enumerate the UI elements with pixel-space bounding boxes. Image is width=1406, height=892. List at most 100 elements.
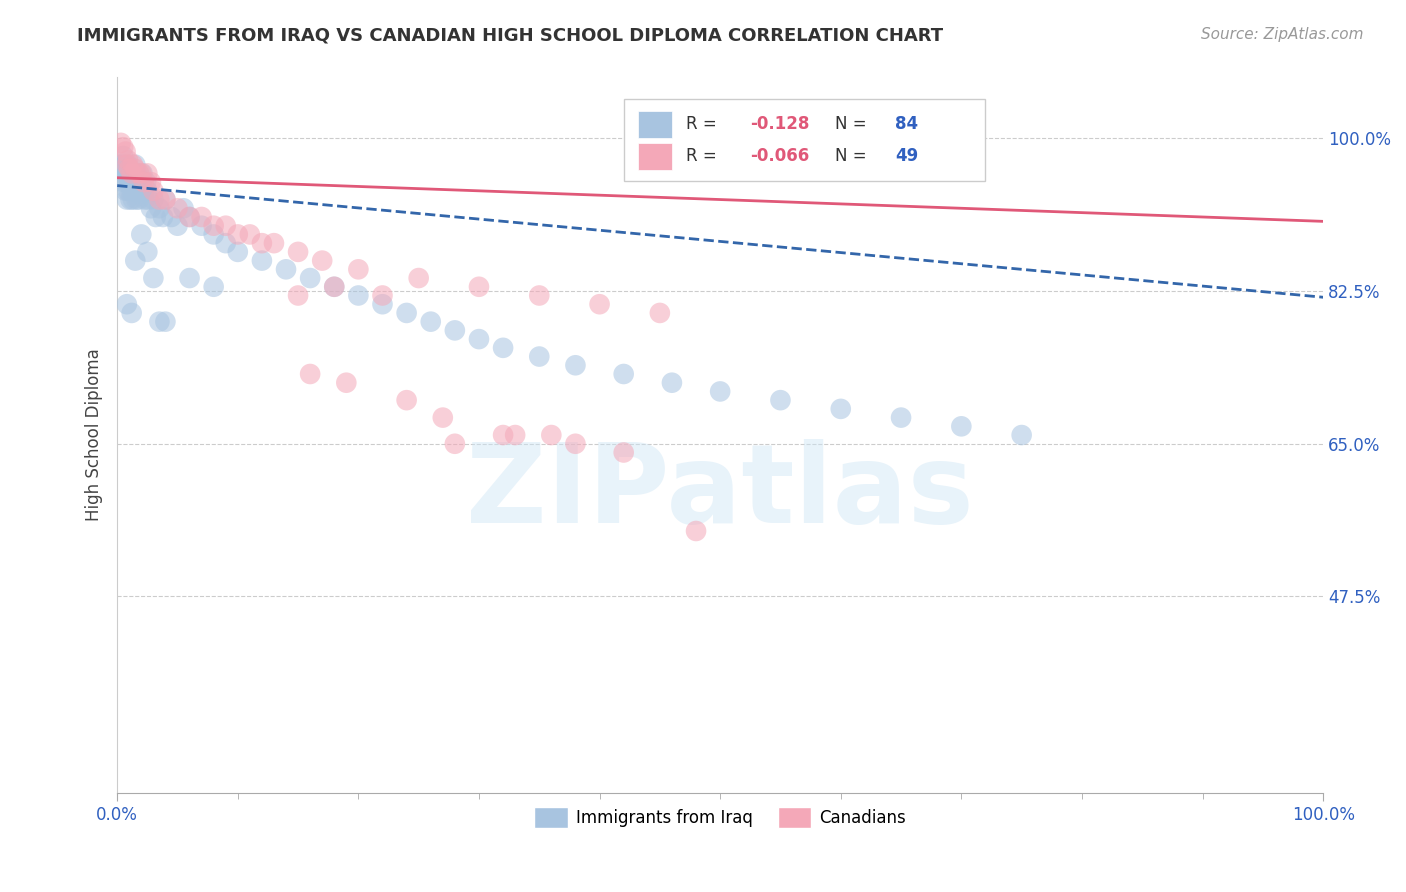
Point xyxy=(226,244,249,259)
Point xyxy=(112,175,135,189)
Point xyxy=(114,184,136,198)
Point xyxy=(152,210,174,224)
Point xyxy=(709,140,731,154)
Bar xyxy=(624,99,986,181)
Point xyxy=(125,193,148,207)
Point xyxy=(160,210,183,224)
Point xyxy=(830,401,852,416)
Point xyxy=(287,288,309,302)
Point xyxy=(179,210,201,224)
Point xyxy=(1011,428,1033,442)
Point xyxy=(492,428,515,442)
Point xyxy=(769,393,792,408)
Point xyxy=(540,428,562,442)
Text: Source: ZipAtlas.com: Source: ZipAtlas.com xyxy=(1201,27,1364,42)
Y-axis label: High School Diploma: High School Diploma xyxy=(86,349,103,522)
Point xyxy=(661,376,683,390)
Text: R =: R = xyxy=(686,115,723,133)
Point xyxy=(190,210,212,224)
Point xyxy=(492,341,515,355)
Point xyxy=(115,158,138,172)
Text: N =: N = xyxy=(835,115,872,133)
Point xyxy=(166,219,188,233)
Point xyxy=(419,315,441,329)
Point xyxy=(155,193,177,207)
Bar xyxy=(638,144,672,170)
Point xyxy=(124,175,146,189)
Text: ZIPatlas: ZIPatlas xyxy=(467,439,974,546)
Point xyxy=(299,367,322,381)
Point xyxy=(131,227,153,242)
Point xyxy=(138,193,160,207)
Point xyxy=(613,445,636,459)
Point xyxy=(121,158,143,172)
Text: N =: N = xyxy=(835,147,872,165)
Point xyxy=(118,175,141,189)
Point xyxy=(179,271,201,285)
Point xyxy=(136,244,159,259)
Legend: Immigrants from Iraq, Canadians: Immigrants from Iraq, Canadians xyxy=(527,801,912,834)
Point xyxy=(709,384,731,399)
Text: R =: R = xyxy=(686,147,723,165)
Point xyxy=(129,184,152,198)
Point xyxy=(110,166,132,180)
Point xyxy=(132,184,155,198)
Point xyxy=(132,175,155,189)
Point xyxy=(124,253,146,268)
Text: IMMIGRANTS FROM IRAQ VS CANADIAN HIGH SCHOOL DIPLOMA CORRELATION CHART: IMMIGRANTS FROM IRAQ VS CANADIAN HIGH SC… xyxy=(77,27,943,45)
Point xyxy=(128,166,150,180)
Point xyxy=(124,161,146,176)
Point xyxy=(117,153,139,168)
Point xyxy=(323,279,346,293)
Point xyxy=(114,175,136,189)
Point xyxy=(468,332,491,346)
Point xyxy=(121,166,143,180)
Point xyxy=(395,306,418,320)
Point xyxy=(529,288,551,302)
Point xyxy=(202,279,225,293)
Point xyxy=(121,306,143,320)
Point xyxy=(588,297,610,311)
Bar xyxy=(638,112,672,138)
Point xyxy=(115,193,138,207)
Point xyxy=(121,184,143,198)
Point xyxy=(148,201,170,215)
Point xyxy=(226,227,249,242)
Point xyxy=(121,175,143,189)
Point xyxy=(239,227,262,242)
Point xyxy=(148,315,170,329)
Point xyxy=(444,436,467,450)
Point xyxy=(117,158,139,172)
Point xyxy=(648,306,671,320)
Point xyxy=(114,145,136,159)
Point xyxy=(299,271,322,285)
Point xyxy=(112,158,135,172)
Point xyxy=(950,419,973,434)
Point xyxy=(215,236,238,251)
Point xyxy=(139,175,162,189)
Point xyxy=(179,210,201,224)
Point xyxy=(529,350,551,364)
Point xyxy=(323,279,346,293)
Text: -0.066: -0.066 xyxy=(751,147,810,165)
Point xyxy=(135,175,157,189)
Point xyxy=(121,193,143,207)
Point xyxy=(371,288,394,302)
Point xyxy=(110,136,132,150)
Point xyxy=(142,184,165,198)
Point xyxy=(120,193,142,207)
Point xyxy=(127,184,149,198)
Text: -0.128: -0.128 xyxy=(751,115,810,133)
Point xyxy=(115,297,138,311)
Point xyxy=(468,279,491,293)
Point xyxy=(112,140,135,154)
Point xyxy=(250,253,273,268)
Point xyxy=(111,158,134,172)
Text: 49: 49 xyxy=(896,147,918,165)
Point xyxy=(112,149,135,163)
Point xyxy=(347,288,370,302)
Point xyxy=(444,323,467,337)
Point xyxy=(347,262,370,277)
Point xyxy=(108,158,131,172)
Point xyxy=(117,184,139,198)
